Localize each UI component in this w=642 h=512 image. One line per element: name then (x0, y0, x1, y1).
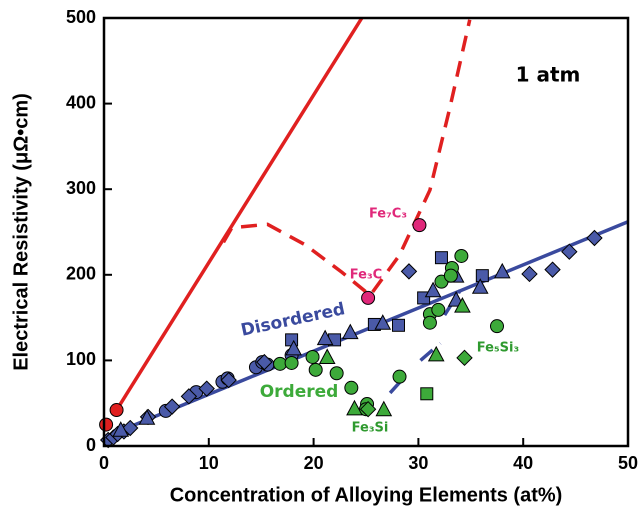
point (220, 371, 237, 389)
point (434, 251, 448, 265)
point (412, 218, 427, 233)
point (308, 362, 323, 377)
point (361, 290, 376, 305)
point (375, 400, 393, 417)
y-tick-label: 400 (66, 92, 96, 112)
annotation: Fe₅Si₃ (477, 341, 519, 356)
point (431, 302, 446, 317)
annotation: Fe₃C (350, 268, 382, 283)
point (318, 348, 336, 364)
point (490, 319, 504, 334)
point (427, 345, 445, 362)
point (420, 387, 434, 401)
point (493, 262, 511, 279)
y-tick-label: 100 (66, 349, 96, 369)
point (456, 349, 473, 367)
curve (115, 17, 364, 411)
x-tick-label: 20 (304, 453, 324, 473)
point (346, 399, 363, 416)
point (454, 248, 469, 263)
point (256, 353, 273, 371)
y-tick-label: 300 (66, 178, 96, 198)
plot-frame (102, 16, 630, 448)
point (329, 366, 344, 381)
point (344, 380, 359, 395)
point (471, 278, 489, 294)
point (475, 269, 489, 283)
point (392, 369, 407, 384)
point (400, 263, 418, 280)
point (138, 409, 156, 425)
x-tick-label: 40 (513, 453, 533, 473)
point (109, 403, 124, 418)
point (561, 243, 578, 260)
point (341, 323, 359, 340)
point (391, 318, 405, 332)
x-axis-label: Concentration of Alloying Elements (at%) (170, 484, 563, 506)
point (305, 349, 320, 364)
point (285, 339, 303, 356)
point (443, 268, 458, 283)
point (180, 388, 198, 405)
point (424, 281, 442, 298)
y-axis-label: Electrical Resistivity (μΩ•cm) (10, 93, 32, 371)
point (374, 314, 392, 330)
annotation: 1 atm (516, 63, 581, 87)
point (359, 400, 377, 418)
point (454, 297, 471, 313)
x-tick-label: 50 (618, 453, 638, 473)
point (422, 315, 437, 330)
y-tick-label: 200 (66, 264, 96, 284)
point (198, 380, 215, 397)
point (163, 398, 181, 415)
curve (221, 19, 472, 298)
point (99, 417, 114, 432)
x-tick-label: 10 (199, 453, 219, 473)
annotation: Fe₇C₃ (369, 207, 407, 222)
y-tick-label: 500 (66, 7, 96, 27)
point (121, 419, 139, 437)
point (521, 265, 538, 283)
annotation: Fe₃Si (352, 421, 389, 436)
point (112, 421, 130, 437)
point (273, 356, 288, 371)
point (316, 329, 334, 346)
point (586, 229, 603, 247)
x-tick-label: 0 (99, 453, 109, 473)
point (544, 261, 561, 278)
point (284, 355, 299, 370)
y-tick-label: 0 (86, 435, 96, 455)
annotation: Ordered (260, 382, 339, 402)
x-tick-label: 30 (408, 453, 428, 473)
